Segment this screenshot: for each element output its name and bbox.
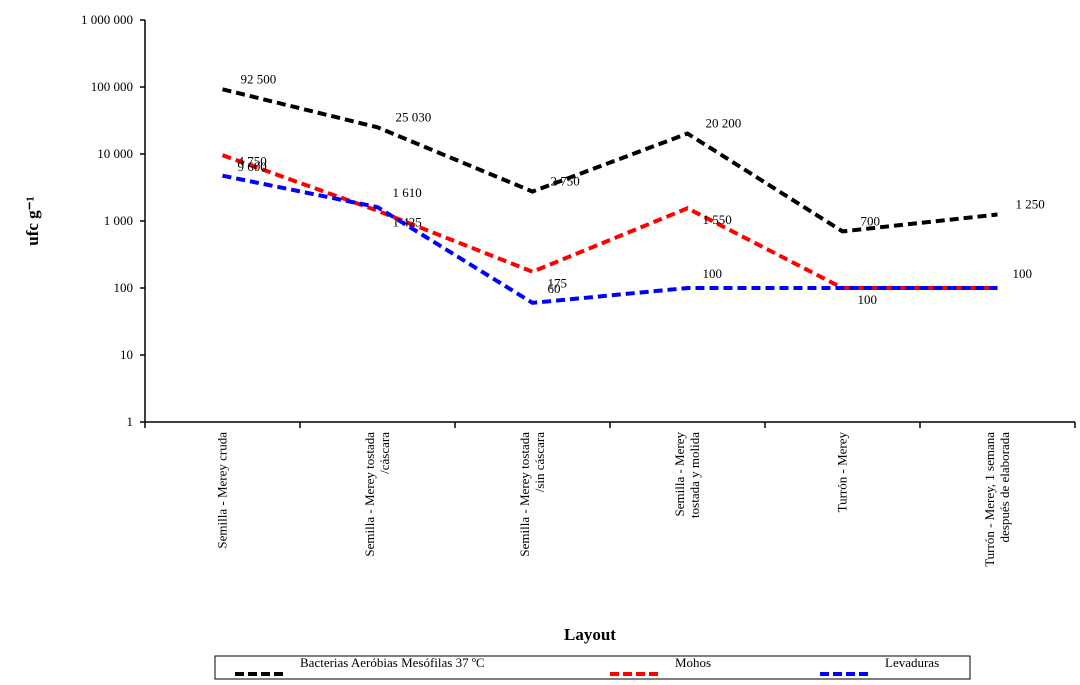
x-tick-label: Semilla - Merey: [672, 432, 687, 517]
data-label: 60: [548, 281, 561, 296]
data-label: 175: [548, 276, 568, 291]
series-line: [222, 173, 998, 305]
data-label: 1 550: [703, 212, 732, 227]
y-tick-label: 100: [114, 280, 134, 295]
x-tick-label: Turrón - Merey, 1 semana: [982, 432, 997, 567]
x-tick-label: después de elaborada: [997, 432, 1012, 543]
y-axis-label: ufc g⁻¹: [23, 196, 42, 245]
x-tick-label: /cáscara: [377, 432, 392, 474]
y-tick-label: 100 000: [91, 79, 133, 94]
legend-box: [214, 655, 971, 680]
x-axis-label: Layout: [564, 625, 616, 644]
data-label: 20 200: [706, 116, 742, 131]
data-label: 1 610: [393, 185, 422, 200]
data-label: 100: [703, 266, 723, 281]
legend-label: Levaduras: [885, 655, 939, 670]
data-label: 9 600: [238, 159, 267, 174]
y-tick-label: 10 000: [97, 146, 133, 161]
x-tick-label: tostada y molida: [687, 432, 702, 518]
data-label: 1 425: [393, 215, 422, 230]
y-tick-label: 1 000 000: [81, 12, 133, 27]
data-label: 4 750: [238, 154, 267, 169]
data-label: 100: [858, 292, 878, 307]
y-tick-label: 1 000: [104, 213, 133, 228]
data-label: 2 750: [551, 174, 580, 189]
x-tick-label: Semilla - Merey cruda: [215, 432, 230, 549]
data-label: 700: [861, 213, 881, 228]
legend-label: Mohos: [675, 655, 711, 670]
x-tick-label: /sin cáscara: [532, 432, 547, 493]
series-line: [221, 153, 998, 290]
legend-label: Bacterias Aeróbias Mesófilas 37 ºC: [300, 655, 485, 670]
data-label: 25 030: [396, 109, 432, 124]
series-line: [222, 87, 998, 234]
y-tick-label: 1: [127, 414, 134, 429]
x-tick-label: Semilla - Merey tostada: [517, 432, 532, 557]
data-label: 92 500: [241, 71, 277, 86]
data-label: 100: [1013, 266, 1033, 281]
y-tick-label: 10: [120, 347, 133, 362]
x-tick-label: Turrón - Merey: [835, 432, 850, 513]
x-tick-label: Semilla - Merey tostada: [362, 432, 377, 557]
data-label: 1 250: [1016, 197, 1045, 212]
